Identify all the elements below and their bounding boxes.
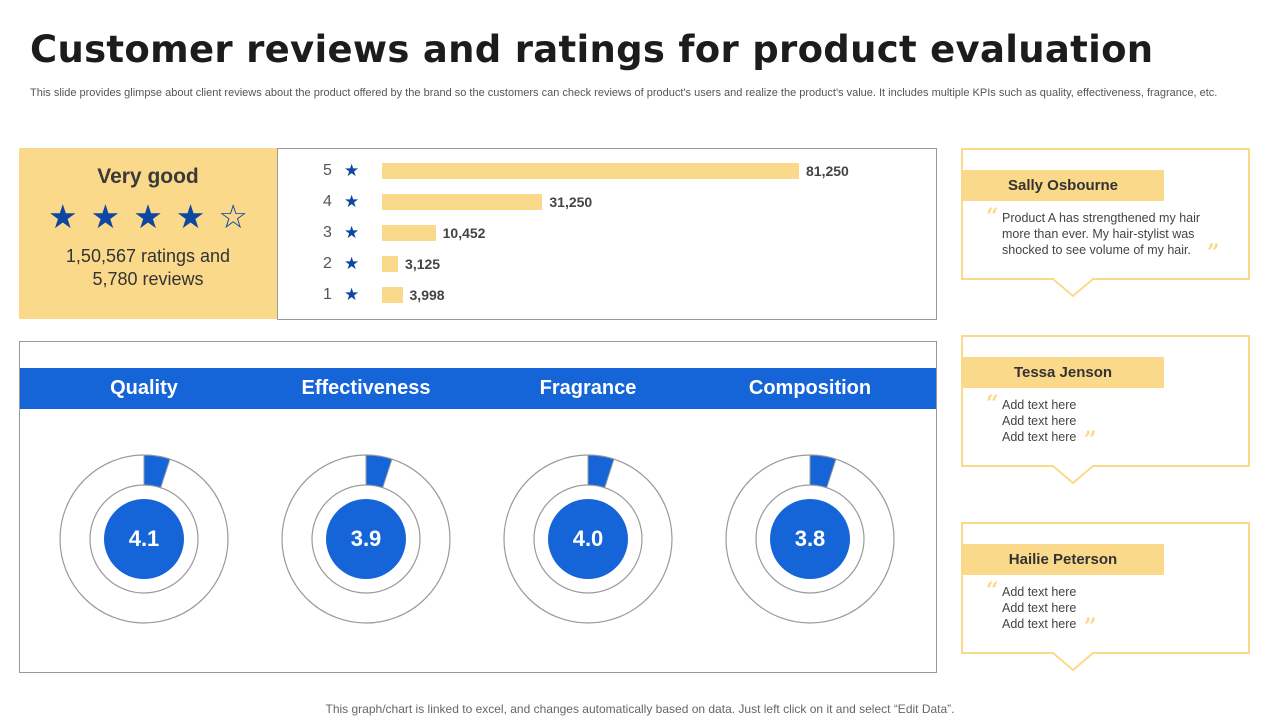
rating-level-label: 3 <box>323 224 332 241</box>
rating-row-2: 2 ★ 3,125 <box>278 252 928 276</box>
rating-bar-value: 10,452 <box>442 225 486 241</box>
ratings-count: 1,50,567 ratings and <box>65 246 231 266</box>
quote-close-icon: ” <box>1084 427 1097 453</box>
rating-level-label: 2 <box>323 255 332 272</box>
rating-row-4: 4 ★ 31,250 <box>278 190 928 214</box>
rating-bar-value: 3,125 <box>405 256 441 272</box>
rating-bar <box>382 256 399 272</box>
rating-bar <box>382 194 543 210</box>
kpi-header-bar: Quality Effectiveness Fragrance Composition <box>20 368 936 409</box>
kpi-gauge-fragrance: 4.0 <box>503 454 673 624</box>
rating-level-label: 4 <box>323 193 332 210</box>
chart-footnote: This graph/chart is linked to excel, and… <box>325 702 955 716</box>
rating-bar-value: 81,250 <box>806 163 849 179</box>
rating-distribution-chart[interactable]: 5 ★ 81,250 4 ★ 31,250 3 ★ 10,452 2 ★ 3,125 1 ★ 3,998 <box>277 148 937 320</box>
star-filled-icon: ★ <box>48 197 78 236</box>
star-filled-icon: ★ <box>344 285 360 305</box>
kpi-score-fragrance: 4.0 <box>572 526 604 551</box>
testimonial-card: Hailie Peterson “Add text here Add text he… <box>961 522 1250 672</box>
quote-close-icon: ” <box>1207 240 1220 266</box>
kpi-gauge-composition: 3.8 <box>725 454 895 624</box>
kpi-gauge-quality: 4.1 <box>59 454 229 624</box>
kpi-panel: Quality Effectiveness Fragrance Composition… <box>19 341 937 673</box>
quote-open-icon: “ <box>986 204 999 230</box>
kpi-gauge-effectiveness: 3.9 <box>281 454 451 624</box>
rating-row-3: 3 ★ 10,452 <box>278 221 928 245</box>
rating-level-label: 1 <box>323 286 332 303</box>
rating-bar <box>382 163 799 179</box>
testimonial-text: Add text here Add text here Add text here <box>1002 398 1077 444</box>
kpi-label-fragrance: Fragrance <box>539 377 637 399</box>
testimonial-text: Product A has strengthened my hair more t… <box>1002 211 1201 257</box>
testimonial-author: Hailie Peterson <box>962 544 1164 575</box>
kpi-score-composition: 3.8 <box>794 526 826 551</box>
rating-bar-value: 3,998 <box>409 287 445 303</box>
quote-open-icon: “ <box>986 578 999 604</box>
testimonial-author: Tessa Jenson <box>962 357 1164 388</box>
page-description: This slide provides glimpse about client… <box>30 87 1218 99</box>
quote-close-icon: ” <box>1084 614 1097 640</box>
kpi-label-composition: Composition <box>748 377 872 399</box>
star-filled-icon: ★ <box>133 197 163 236</box>
rating-level-label: 5 <box>323 162 332 179</box>
testimonial-card: Sally Osbourne “Product A has strengthene… <box>961 148 1250 298</box>
rating-row-1: 1 ★ 3,998 <box>278 283 928 307</box>
kpi-score-effectiveness: 3.9 <box>350 526 382 551</box>
star-filled-icon: ★ <box>344 161 360 181</box>
kpi-label-effectiveness: Effectiveness <box>301 377 431 399</box>
star-filled-icon: ★ <box>175 197 206 236</box>
testimonial-text: Add text here Add text here Add text here <box>1002 585 1077 631</box>
reviews-count: 5,780 reviews <box>92 269 204 289</box>
rating-bar <box>382 225 436 241</box>
star-outline-icon: ☆ <box>218 197 248 236</box>
quote-open-icon: “ <box>986 391 999 417</box>
star-filled-icon: ★ <box>344 223 360 243</box>
star-filled-icon: ★ <box>344 254 360 274</box>
rating-row-5: 5 ★ 81,250 <box>278 159 928 183</box>
star-filled-icon: ★ <box>344 192 360 212</box>
rating-verdict: Very good <box>97 165 199 188</box>
page-title: Customer reviews and ratings for product… <box>30 28 1154 71</box>
rating-bar <box>382 287 403 303</box>
rating-bar-value: 31,250 <box>549 194 593 210</box>
kpi-label-quality: Quality <box>110 377 178 399</box>
rating-counts: 1,50,567 ratings and 5,780 reviews <box>19 245 277 291</box>
kpi-score-quality: 4.1 <box>128 526 160 551</box>
rating-stars: ★ ★ ★ ★ ☆ <box>19 199 277 235</box>
testimonial-author: Sally Osbourne <box>962 170 1164 201</box>
rating-summary-card: Very good ★ ★ ★ ★ ☆ 1,50,567 ratings and… <box>19 148 277 319</box>
star-filled-icon: ★ <box>90 197 121 236</box>
testimonial-card: Tessa Jenson “Add text here Add text here A… <box>961 335 1250 485</box>
